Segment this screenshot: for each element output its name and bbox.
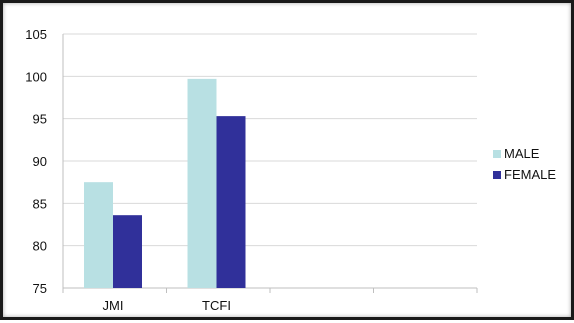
legend-swatch-male bbox=[493, 150, 501, 158]
legend-swatch-female bbox=[493, 171, 501, 179]
legend: MALE FEMALE bbox=[493, 146, 556, 182]
y-tick-label: 80 bbox=[33, 239, 47, 254]
legend-label-female: FEMALE bbox=[504, 167, 556, 182]
y-tick-label: 85 bbox=[33, 196, 47, 211]
bars bbox=[84, 78, 246, 288]
y-tick-label: 105 bbox=[25, 27, 47, 42]
y-tick-label: 75 bbox=[33, 281, 47, 296]
y-tick-label: 90 bbox=[33, 154, 47, 169]
x-tick-label: JMI bbox=[103, 298, 124, 313]
legend-label-male: MALE bbox=[504, 146, 540, 161]
grid-lines bbox=[63, 33, 477, 247]
bar-chart: 75 80 85 90 95 100 105 JMI TCFI MALE FEMALE bbox=[25, 27, 556, 313]
bar-female-tcfi bbox=[216, 116, 246, 288]
bar-male-jmi bbox=[84, 182, 113, 288]
bar-male-tcfi bbox=[187, 78, 217, 288]
y-tick-label: 100 bbox=[25, 69, 47, 84]
bar-female-jmi bbox=[113, 215, 142, 288]
y-tick-label: 95 bbox=[33, 112, 47, 127]
x-tick-label: TCFI bbox=[202, 298, 231, 313]
tick-labels: 75 80 85 90 95 100 105 JMI TCFI bbox=[25, 27, 231, 313]
